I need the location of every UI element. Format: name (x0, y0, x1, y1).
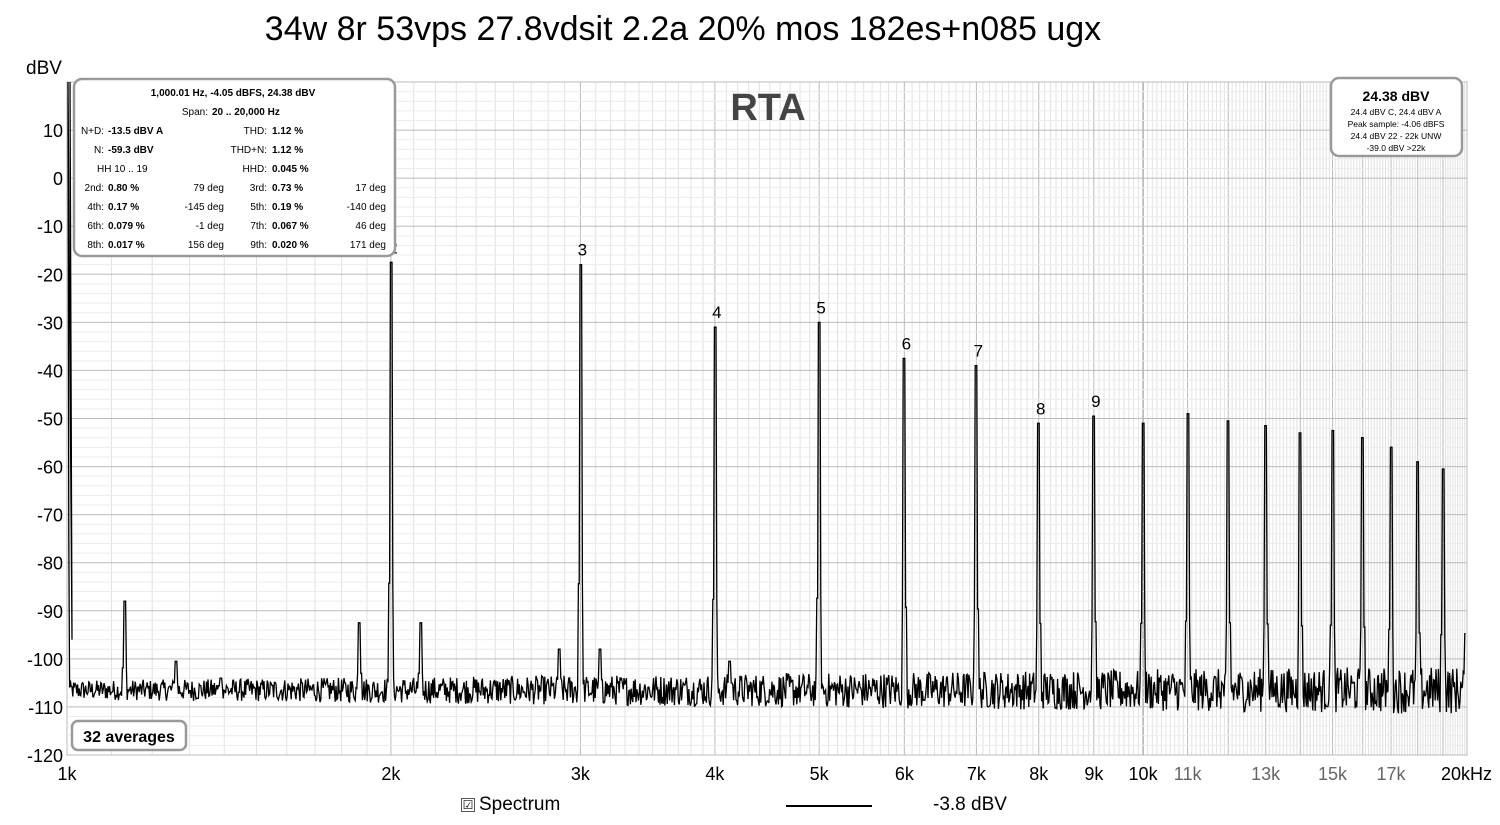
harmonic-label: 3rd: (250, 183, 267, 194)
info-row-value: -59.3 dBV (108, 145, 154, 156)
harmonic-marker-label: 7 (974, 342, 983, 361)
info-row-label: THD+N: (231, 145, 267, 156)
spectrum-trace (67, 81, 1466, 714)
x-tick-label: 1k (57, 764, 77, 784)
x-tick-label: 2k (381, 764, 401, 784)
y-tick-label: -90 (37, 602, 63, 622)
harmonic-marker-label: 8 (1036, 399, 1045, 418)
info-row-value: 1.12 % (272, 145, 303, 156)
harmonic-label: 8th: (87, 240, 104, 251)
x-tick-label: 9k (1084, 764, 1104, 784)
harmonic-value: 0.067 % (272, 221, 309, 232)
spectrum-legend-label: Spectrum (479, 794, 561, 815)
x-tick-label: 8k (1029, 764, 1049, 784)
harmonic-phase: -145 deg (185, 202, 224, 213)
harmonic-phase: 156 deg (188, 240, 224, 251)
level-detail-line: Peak sample: -4.06 dBFS (1348, 119, 1445, 129)
level-detail-line: -39.0 dBV >22k (1367, 143, 1427, 153)
harmonic-phase: -140 deg (347, 202, 386, 213)
y-axis-label: dBV (26, 58, 62, 79)
y-tick-label: 10 (43, 121, 63, 141)
checkbox-checked-icon[interactable]: ☑ (461, 798, 475, 812)
chart-title: 34w 8r 53vps 27.8vdsit 2.2a 20% mos 182e… (264, 10, 1102, 48)
harmonic-value: 0.017 % (108, 240, 145, 251)
y-tick-label: -30 (37, 313, 63, 333)
x-axis-ticks: 1k 2k 3k 4k 5k 6k 7k 8k 9k 10k 11k 13k 15k 17k 20kHz (57, 764, 1492, 784)
x-tick-label: 6k (895, 764, 915, 784)
info-box: 1,000.01 Hz, -4.05 dBFS, 24.38 dBV Span: 2… (72, 77, 397, 258)
y-tick-label: -120 (27, 746, 63, 766)
harmonic-value: 0.80 % (108, 183, 139, 194)
level-detail-line: 24.4 dBV 22 - 22k UNW (1351, 131, 1442, 141)
harmonic-marker-label: 3 (578, 241, 587, 260)
x-tick-label: 5k (810, 764, 830, 784)
harmonic-label: 4th: (87, 202, 104, 213)
harmonic-phase: 46 deg (355, 221, 386, 232)
averages-label: 32 averages (83, 729, 175, 746)
harmonic-marker-label: 9 (1091, 392, 1100, 411)
harmonic-value: 0.19 % (272, 202, 303, 213)
info-row-label: HHD: (243, 164, 267, 175)
x-tick-label: 15k (1318, 764, 1348, 784)
harmonic-value: 0.079 % (108, 221, 145, 232)
legend-line-swatch (786, 805, 872, 807)
info-span-label: Span: (182, 107, 208, 118)
x-tick-label: 20kHz (1441, 764, 1492, 784)
y-tick-label: -110 (28, 698, 63, 718)
x-tick-label: 13k (1251, 764, 1281, 784)
info-header: 1,000.01 Hz, -4.05 dBFS, 24.38 dBV (151, 88, 316, 99)
y-axis-ticks: 10 0 -10 -20 -30 -40 -50 -60 -70 -80 -90 -100 -110 -1… (27, 121, 63, 766)
x-tick-label: 17k (1377, 764, 1407, 784)
info-row-label: N: (94, 145, 104, 156)
y-tick-label: -70 (37, 506, 63, 526)
rta-overlay-title: RTA (730, 87, 805, 129)
harmonic-phase: 79 deg (193, 183, 224, 194)
legend-level: -3.8 dBV (933, 794, 1007, 815)
harmonic-label: 9th: (250, 240, 267, 251)
y-tick-label: -80 (37, 554, 63, 574)
x-tick-label: 3k (571, 764, 591, 784)
info-row-value: 1.12 % (272, 126, 303, 137)
harmonic-phase: 17 deg (355, 183, 386, 194)
info-row-label: THD: (244, 126, 267, 137)
info-row-label: HH 10 .. 19 (97, 164, 148, 175)
harmonic-marker-label: 6 (902, 334, 911, 353)
harmonic-phase: -1 deg (196, 221, 224, 232)
level-box: 24.38 dBV 24.4 dBV C, 24.4 dBV A Peak sam… (1329, 76, 1464, 158)
chart-grid (66, 81, 1468, 756)
harmonic-value: 0.020 % (272, 240, 309, 251)
harmonic-marker-label: 5 (816, 298, 825, 317)
info-span-value: 20 .. 20,000 Hz (212, 107, 280, 118)
harmonic-label: 6th: (87, 221, 104, 232)
harmonic-label: 7th: (250, 221, 267, 232)
harmonic-value: 0.17 % (108, 202, 139, 213)
harmonic-value: 0.73 % (272, 183, 303, 194)
x-tick-label: 7k (967, 764, 987, 784)
y-tick-label: -100 (27, 650, 63, 670)
spectrum-legend-toggle[interactable]: ☑ Spectrum (461, 794, 560, 816)
y-tick-label: -60 (37, 458, 63, 478)
harmonic-label: 5th: (250, 202, 267, 213)
harmonic-label: 2nd: (85, 183, 104, 194)
x-tick-label: 10k (1129, 764, 1159, 784)
y-tick-label: -10 (37, 217, 63, 237)
y-tick-label: -40 (37, 361, 63, 381)
info-row-value: 0.045 % (272, 164, 309, 175)
y-tick-label: -50 (37, 410, 63, 430)
harmonic-marker-label: 4 (712, 303, 721, 322)
info-row-value: -13.5 dBV A (108, 126, 163, 137)
level-detail-line: 24.4 dBV C, 24.4 dBV A (1351, 107, 1442, 117)
info-row-label: N+D: (81, 126, 104, 137)
y-tick-label: 0 (53, 169, 63, 189)
level-value: 24.38 dBV (1363, 88, 1431, 104)
y-tick-label: -20 (37, 265, 63, 285)
harmonic-phase: 171 deg (350, 240, 386, 251)
averages-box: 32 averages (70, 719, 188, 752)
x-tick-label: 11k (1174, 764, 1203, 784)
x-tick-label: 4k (705, 764, 725, 784)
